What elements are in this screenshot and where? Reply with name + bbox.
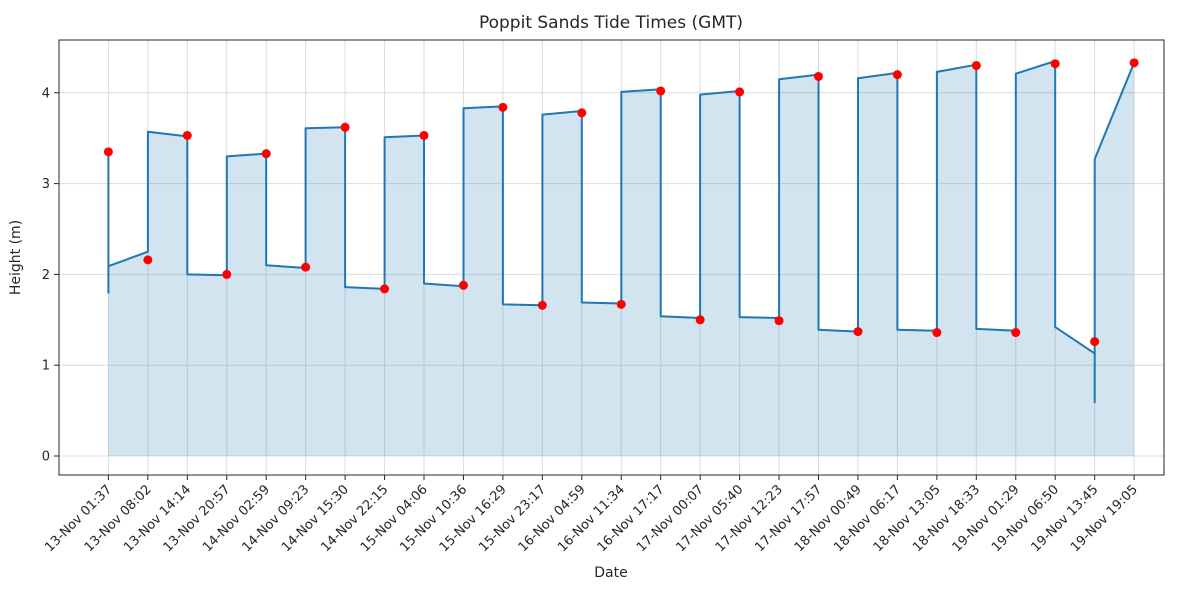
y-tick-label: 2 <box>42 268 50 283</box>
y-tick-label: 3 <box>42 177 50 192</box>
tide-high-marker <box>892 70 902 80</box>
tide-high-marker <box>103 147 113 157</box>
tide-low-marker <box>774 316 784 326</box>
tide-high-marker <box>1129 58 1139 68</box>
tide-low-marker <box>143 255 153 265</box>
tide-high-marker <box>577 108 587 118</box>
tide-high-marker <box>340 122 350 132</box>
tide-low-marker <box>380 284 390 294</box>
tide-low-marker <box>222 269 232 279</box>
plot-frame <box>58 39 1165 476</box>
x-axis-label: Date <box>594 565 627 581</box>
tide-high-marker <box>735 87 745 97</box>
tide-low-marker <box>853 327 863 337</box>
y-tick-label: 1 <box>42 359 50 374</box>
tide-high-marker <box>1050 59 1060 69</box>
x-tick-label: 13-Nov 01:37 <box>42 482 115 555</box>
tide-low-marker <box>458 280 468 290</box>
tide-low-marker <box>1011 328 1021 338</box>
tide-high-marker <box>182 130 192 140</box>
y-tick-label: 0 <box>42 450 50 465</box>
y-tick-label: 4 <box>42 86 50 101</box>
tide-high-marker <box>971 61 981 71</box>
tide-high-marker <box>261 149 271 159</box>
tide-low-marker <box>695 315 705 325</box>
tide-high-marker <box>419 130 429 140</box>
tide-high-marker <box>498 102 508 112</box>
y-axis-label: Height (m) <box>8 220 24 295</box>
tide-extreme-markers <box>103 58 1139 347</box>
tide-high-marker <box>814 71 823 81</box>
tide-low-marker <box>1090 337 1100 347</box>
chart-title: Poppit Sands Tide Times (GMT) <box>479 13 743 33</box>
tide-low-marker <box>932 328 942 338</box>
tide-high-marker <box>656 86 666 96</box>
tide-low-marker <box>537 300 547 310</box>
tide-low-marker <box>616 299 626 309</box>
tide-low-marker <box>301 262 311 272</box>
